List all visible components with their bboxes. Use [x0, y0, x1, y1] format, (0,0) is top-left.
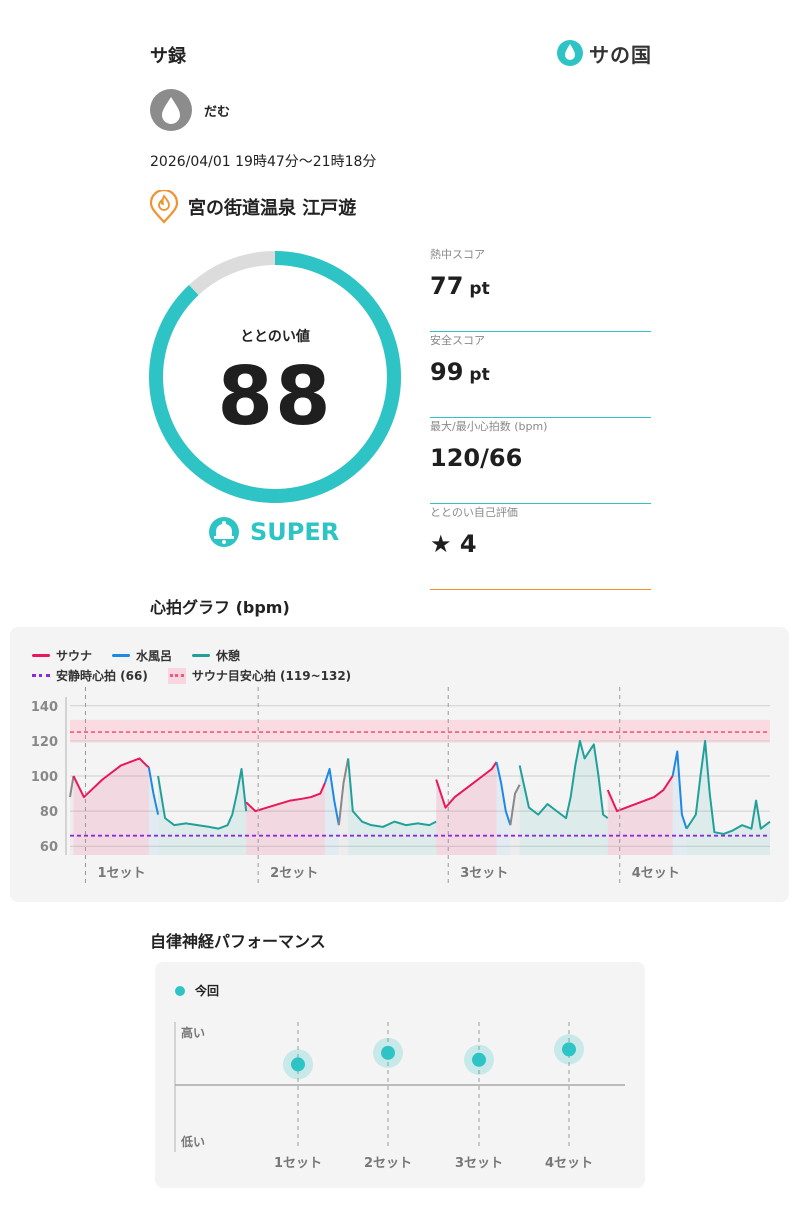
sauna-area	[607, 776, 673, 855]
set-label: 4セット	[545, 1156, 593, 1171]
ans-title: 自律神経パフォーマンス	[150, 932, 326, 951]
transition-line	[509, 784, 521, 826]
sauna-hat-icon	[209, 517, 239, 547]
score-value: 120/66	[430, 444, 523, 472]
rest-area	[686, 740, 770, 855]
score-label: 熱中スコア	[430, 248, 485, 261]
y-label-low: 低い	[180, 1134, 205, 1149]
water-area	[672, 751, 687, 855]
y-tick-label: 120	[31, 735, 58, 750]
totonoi-ring	[149, 251, 401, 503]
legend-rest: 休憩	[192, 647, 240, 664]
transition-area	[338, 758, 349, 855]
water-line	[147, 767, 160, 815]
sauna-area	[246, 783, 325, 855]
ans-point[interactable]	[562, 1042, 576, 1057]
score-self-rating: ととのい自己評価 ★ 4	[430, 504, 651, 590]
brand-logo[interactable]: サの国	[557, 38, 652, 68]
rest-line	[685, 739, 771, 835]
score-list: 熱中スコア 77 pt 安全スコア 99 pt 最大/最小心拍数 (bpm) 120…	[430, 246, 651, 590]
set-label: 3セット	[455, 1156, 503, 1171]
sauna-line	[72, 757, 150, 799]
score-safety: 安全スコア 99 pt	[430, 332, 651, 418]
score-label: 最大/最小心拍数 (bpm)	[430, 420, 548, 433]
set-label: 4セット	[632, 866, 680, 881]
ans-legend-label: 今回	[195, 984, 220, 998]
set-label: 1セット	[97, 866, 145, 881]
score-value: ★ 4	[430, 530, 477, 558]
water-line	[495, 761, 512, 826]
ans-point[interactable]	[291, 1057, 305, 1072]
sauna-line	[606, 775, 674, 813]
rest-area	[348, 758, 437, 855]
heart-legend-row-1: サウナ 水風呂 休憩	[32, 647, 260, 664]
water-drop-logo-icon	[557, 40, 583, 66]
water-line	[671, 750, 688, 829]
facility[interactable]: 宮の街道温泉 江戸遊	[148, 190, 356, 224]
target-hr-band	[70, 719, 770, 743]
rest-area	[519, 740, 608, 855]
score-heart-rate: 最大/最小心拍数 (bpm) 120/66	[430, 418, 651, 504]
logo-text: サの国	[589, 42, 652, 67]
totonoi-gauge: ととのい値 88	[148, 250, 402, 504]
set-label: 1セット	[274, 1156, 322, 1171]
legend-dot-icon	[175, 985, 185, 996]
ans-legend: 今回	[175, 982, 219, 999]
sauna-line	[435, 761, 498, 809]
y-label-high: 高い	[181, 1025, 205, 1040]
water-area	[496, 761, 511, 855]
y-tick-label: 80	[40, 805, 58, 820]
rank-text: SUPER	[250, 518, 340, 546]
rest-area	[158, 768, 247, 855]
y-tick-label: 60	[40, 840, 58, 855]
set-label: 2セット	[364, 1156, 412, 1171]
ans-point[interactable]	[472, 1052, 486, 1067]
heart-legend-row-2: 安静時心拍 (66) サウナ目安心拍 (119~132)	[32, 667, 371, 684]
rest-line	[347, 758, 437, 828]
user-profile[interactable]: だむ	[150, 89, 230, 131]
totonoi-value: 88	[217, 350, 333, 443]
sauna-line	[245, 782, 326, 813]
sauna-fire-pin-icon	[149, 190, 179, 224]
heart-rate-chart: 60 80 100 120 140 1セット 2セット 3セット 4セット	[31, 687, 771, 885]
totonoi-label: ととのい値	[240, 329, 310, 345]
score-label: 安全スコア	[430, 334, 485, 347]
session-datetime: 2026/04/01 19時47分〜21時18分	[150, 154, 377, 170]
rest-line	[157, 767, 248, 830]
heart-chart-card: サウナ 水風呂 休憩 安静時心拍 (66) サウナ目安心拍 (119~132) …	[10, 627, 789, 902]
score-label: ととのい自己評価	[430, 506, 518, 519]
transition-line	[69, 775, 75, 798]
avatar[interactable]	[150, 89, 192, 131]
water-area	[148, 767, 159, 855]
score-heat: 熱中スコア 77 pt	[430, 246, 651, 332]
app-title: サ録	[150, 46, 186, 67]
drop-avatar-icon	[162, 97, 180, 124]
rank-badge: SUPER	[208, 516, 339, 548]
water-area	[324, 768, 339, 855]
sauna-area	[436, 761, 497, 855]
y-tick-label: 140	[31, 700, 58, 715]
transition-area	[510, 784, 520, 855]
legend-target-hr: サウナ目安心拍 (119~132)	[167, 667, 351, 684]
score-value: 77 pt	[430, 272, 490, 300]
ans-point[interactable]	[381, 1045, 395, 1060]
heart-chart-title: 心拍グラフ (bpm)	[150, 598, 290, 617]
legend-water: 水風呂	[112, 647, 172, 664]
sauna-area	[73, 758, 149, 855]
set-label: 2セット	[270, 866, 318, 881]
y-tick-label: 100	[31, 770, 58, 785]
score-value: 99 pt	[430, 358, 490, 386]
legend-sauna: サウナ	[32, 647, 92, 664]
facility-name: 宮の街道温泉 江戸遊	[188, 198, 357, 219]
transition-line	[337, 758, 350, 826]
ans-chart-card: 今回 高い低い 1セット 2セット 3セット 4セット	[155, 962, 645, 1188]
water-line	[324, 767, 340, 826]
username: だむ	[204, 104, 231, 120]
rest-line	[518, 739, 609, 820]
set-label: 3セット	[460, 866, 508, 881]
legend-resting-hr: 安静時心拍 (66)	[32, 667, 148, 684]
